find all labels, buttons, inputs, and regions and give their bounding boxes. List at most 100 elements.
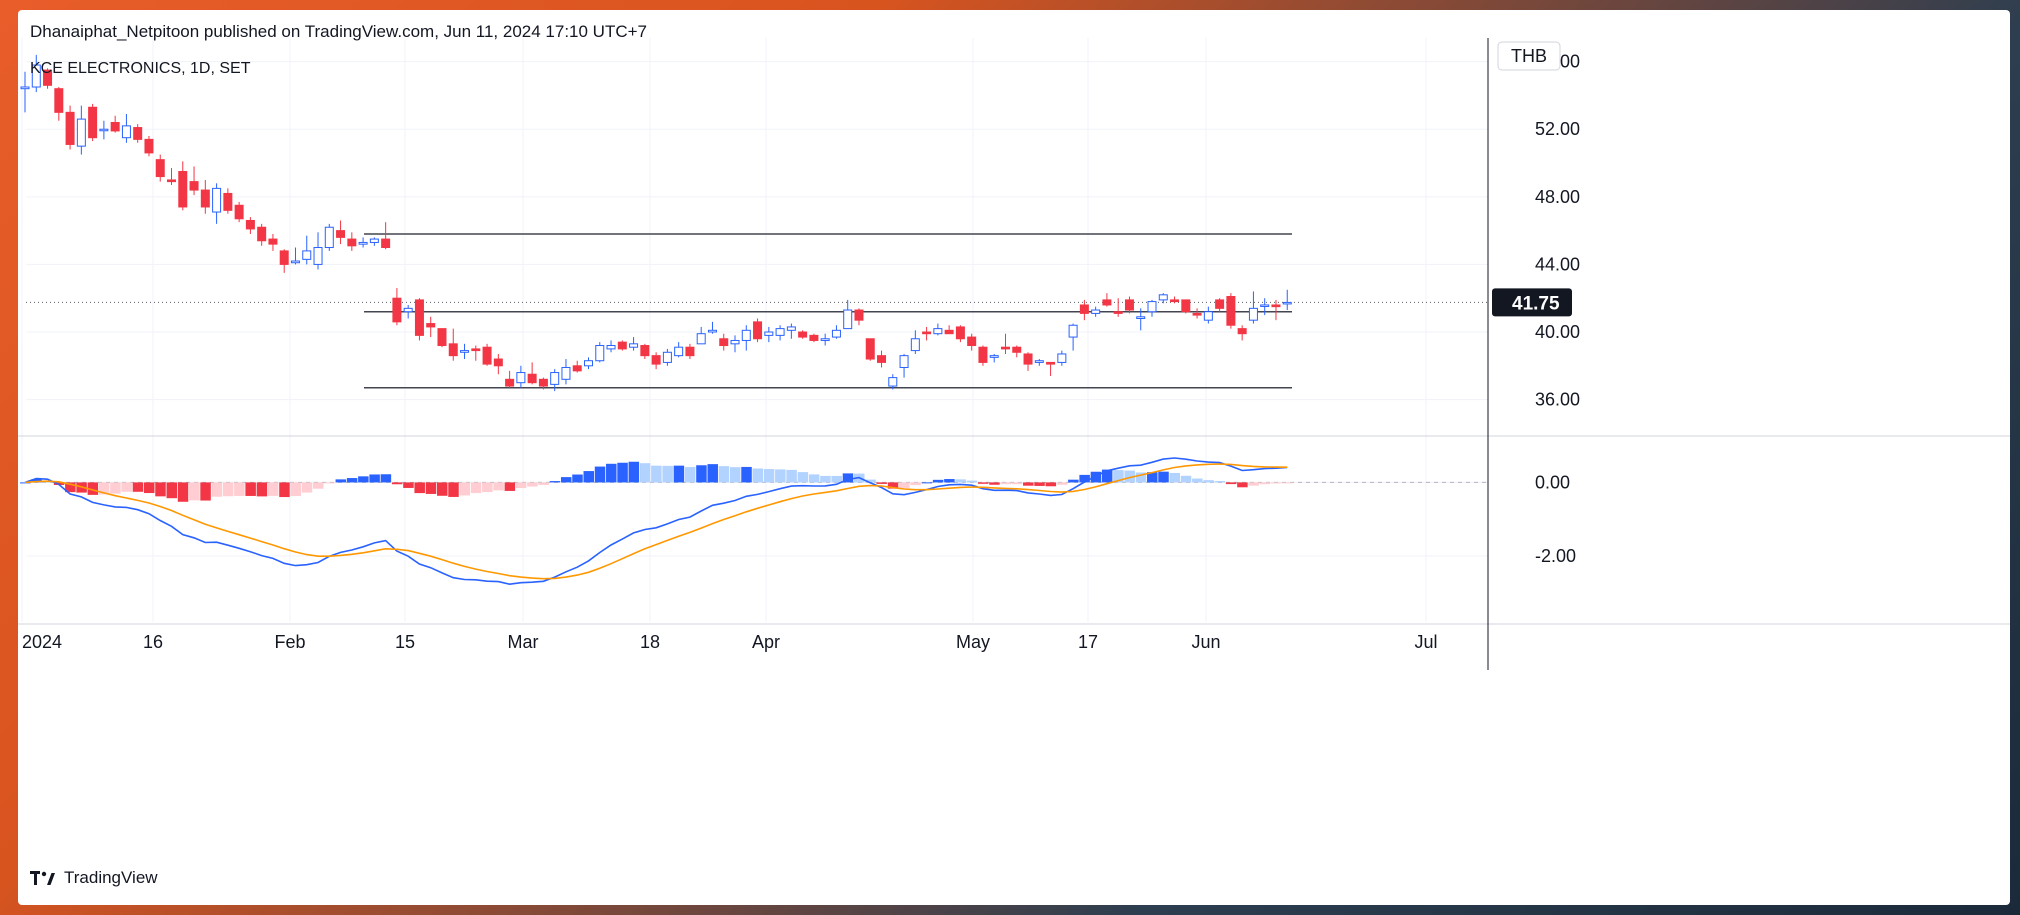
macd-histogram-bar	[1023, 482, 1034, 486]
price-tick-label: 52.00	[1535, 119, 1580, 139]
candle-body	[933, 328, 943, 335]
macd-histogram-bar	[132, 482, 144, 492]
candle-body	[1023, 353, 1033, 365]
time-tick-label: Feb	[274, 632, 305, 652]
candle-body	[662, 351, 672, 363]
candle-body	[753, 321, 763, 340]
macd-tick-label: -2.00	[1535, 546, 1576, 566]
candle-body	[324, 226, 334, 249]
macd-histogram-bar	[876, 482, 888, 484]
candle-body	[696, 333, 706, 345]
price-tick-label: 40.00	[1535, 322, 1580, 342]
macd-histogram-bar	[887, 482, 899, 489]
macd-histogram-bar	[324, 482, 335, 484]
candle-body	[1215, 299, 1225, 309]
candle-body	[629, 343, 639, 348]
candle-body	[1113, 311, 1123, 314]
macd-histogram-bar	[673, 465, 685, 483]
candle-body	[167, 179, 177, 183]
candle-body	[561, 366, 571, 380]
time-tick-label: Jun	[1191, 632, 1220, 652]
macd-histogram-bar	[369, 474, 380, 483]
candle-body	[121, 125, 131, 139]
candle-body	[426, 323, 436, 328]
macd-histogram-bar	[380, 474, 392, 483]
candle-body	[313, 247, 323, 265]
macd-histogram-bar	[741, 466, 752, 483]
candle-body	[538, 378, 548, 387]
candle-body	[1000, 346, 1010, 350]
macd-histogram-bar	[628, 461, 640, 483]
macd-histogram-bar	[955, 479, 966, 483]
candle-body	[888, 377, 898, 387]
candle-body	[1282, 301, 1292, 305]
macd-histogram-bar	[820, 475, 831, 483]
candle-body	[527, 373, 537, 384]
macd-histogram-bar	[256, 482, 268, 497]
candle-body	[358, 241, 368, 245]
candle-body	[381, 238, 391, 249]
macd-histogram-bar	[1101, 469, 1113, 483]
candle-body	[899, 355, 909, 368]
macd-histogram-bar	[1259, 482, 1271, 485]
macd-histogram-bar	[921, 482, 933, 484]
macd-histogram-bar	[1270, 482, 1282, 484]
macd-histogram-bar	[808, 474, 820, 483]
macd-histogram-bar	[797, 472, 809, 483]
macd-histogram-bar	[189, 482, 200, 501]
signal-line	[24, 463, 1288, 580]
candle-body	[245, 219, 255, 230]
candle-body	[392, 297, 402, 323]
macd-histogram-bar	[166, 482, 178, 499]
candles-layer	[20, 54, 1292, 392]
macd-histogram-bar	[470, 482, 482, 494]
candle-body	[798, 331, 808, 338]
macd-histogram-bar	[966, 480, 978, 483]
macd-histogram-bar	[121, 482, 132, 492]
macd-histogram-bar	[651, 465, 662, 483]
macd-histogram-bar	[594, 466, 606, 483]
price-chart[interactable]: 56.0052.0048.0044.0040.0036.000.00-2.00T…	[18, 10, 2010, 905]
candle-body	[1158, 294, 1168, 301]
currency-label: THB	[1511, 46, 1547, 66]
candle-body	[719, 338, 729, 347]
candle-body	[820, 338, 830, 341]
macd-histogram-bar	[504, 482, 516, 491]
macd-histogram-bar	[1203, 480, 1214, 483]
candle-body	[865, 338, 875, 360]
candle-body	[1136, 316, 1146, 319]
macd-histogram-bar	[1180, 475, 1192, 483]
candle-body	[1034, 360, 1044, 363]
candle-body	[843, 309, 853, 330]
candle-body	[944, 329, 954, 335]
candle-body	[369, 238, 379, 243]
macd-histogram-bar	[1011, 482, 1023, 485]
candle-body	[1147, 301, 1157, 313]
tradingview-logo-icon[interactable]	[30, 871, 56, 885]
candle-body	[606, 345, 616, 350]
time-tick-label: Jul	[1414, 632, 1437, 652]
candle-body	[775, 328, 785, 336]
candle-body	[516, 372, 526, 384]
time-tick-label: Mar	[508, 632, 539, 652]
candle-body	[155, 159, 165, 178]
footer-brand[interactable]: TradingView	[64, 868, 158, 887]
candle-body	[178, 170, 188, 208]
footer: TradingView	[30, 868, 158, 888]
macd-histogram-bar	[763, 469, 775, 483]
candle-body	[572, 365, 582, 372]
published-line: Dhanaiphat_Netpitoon published on Tradin…	[30, 22, 647, 41]
macd-histogram-bar	[696, 465, 707, 483]
time-tick-label: 2024	[22, 632, 62, 652]
macd-histogram-bar	[234, 482, 245, 496]
macd-histogram-bar	[527, 482, 538, 487]
time-tick-label: Apr	[752, 632, 780, 652]
macd-histogram-bar	[279, 482, 290, 498]
macd-histogram-bar	[98, 482, 110, 495]
candle-body	[1260, 304, 1270, 307]
candle-body	[741, 329, 751, 341]
macd-histogram-bar	[358, 476, 369, 483]
macd-histogram-bar	[313, 482, 324, 489]
macd-histogram-bar	[707, 464, 718, 483]
macd-histogram-bar	[65, 482, 76, 493]
